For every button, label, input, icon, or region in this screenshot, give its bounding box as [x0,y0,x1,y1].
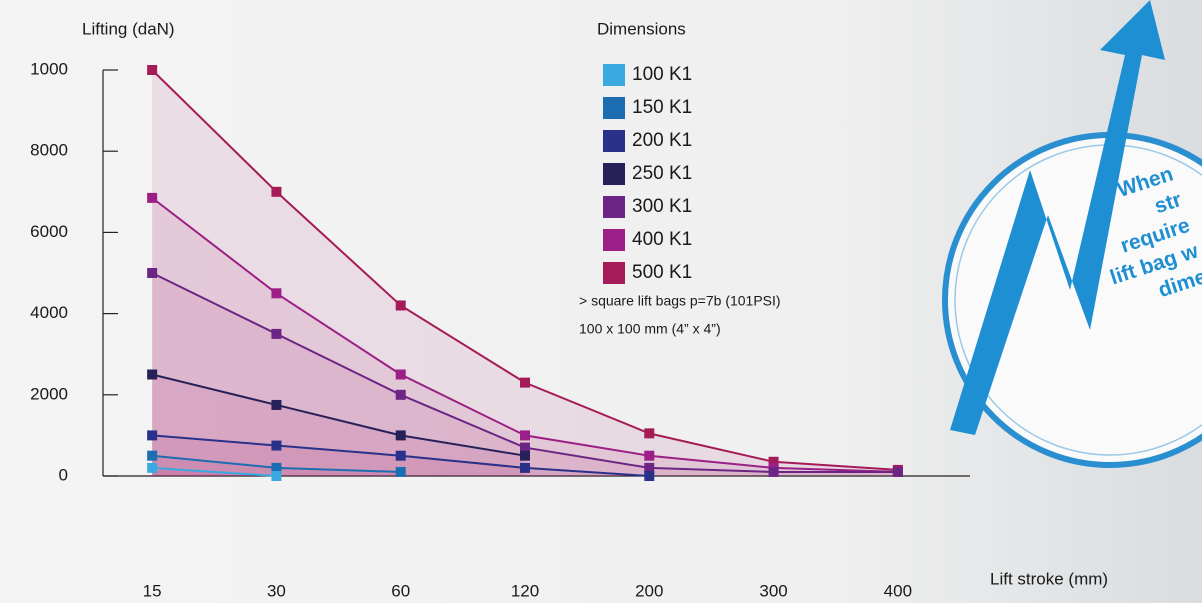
point [271,399,282,410]
point [147,450,158,461]
point [147,192,158,203]
point [147,268,158,278]
point [147,430,158,441]
area [152,70,898,476]
point [271,186,282,197]
y-tick-label: 1000 [30,59,68,78]
x-tick-label: 300 [759,581,787,600]
point [395,389,406,400]
y-tick-label: 2000 [30,384,68,403]
legend-swatch [603,229,625,251]
y-tick-label: 8000 [30,141,68,160]
legend-swatch [603,262,625,284]
legend-label: 100 K1 [632,64,692,85]
point [644,450,655,461]
legend-swatch [603,196,625,218]
x-tick-label: 15 [143,581,162,600]
x-axis-title: Lift stroke (mm) [990,569,1108,588]
note: > square lift bags p=7b (101PSI) [579,293,781,309]
legend-label: 250 K1 [632,163,692,184]
y-tick-label: 4000 [30,303,68,322]
point [395,466,406,477]
area [152,455,401,476]
legend-swatch [603,130,625,152]
legend-swatch [603,97,625,119]
decoration [942,0,1202,468]
point [271,328,282,339]
point [147,369,158,380]
point [271,462,282,473]
point [271,288,282,299]
legend-swatch [603,64,625,86]
point [768,456,779,467]
point [271,471,282,481]
point [520,377,530,388]
legend-label: 150 K1 [632,97,692,118]
area [152,197,898,476]
point [892,466,903,477]
point [147,65,158,75]
point [395,369,406,380]
legend-label: 500 K1 [632,262,692,283]
legend-label: 400 K1 [632,229,692,250]
legend-label: 200 K1 [632,130,692,151]
point [520,462,530,473]
point [147,462,158,473]
point [395,450,406,461]
note: 100 x 100 mm (4” x 4”) [579,321,721,337]
series-line [151,373,526,457]
x-tick-label: 60 [391,581,410,600]
x-tick-label: 400 [884,581,912,600]
point [644,428,655,439]
x-tick-label: 30 [267,581,286,600]
legend-swatch [603,163,625,185]
y-axis-title: Lifting (daN) [82,19,175,38]
point [644,462,655,473]
area [152,273,898,476]
series-line [152,466,277,477]
legend-label: 300 K1 [632,196,692,217]
x-tick-label: 200 [635,581,663,600]
point [520,430,530,441]
y-tick-label: 6000 [30,222,68,241]
point [395,430,406,441]
area [152,374,525,476]
x-tick-label: 120 [511,581,539,600]
y-tick-label: 0 [59,465,68,484]
legend-title: Dimensions [597,19,686,38]
point [520,450,530,461]
point [395,300,406,311]
point [520,442,530,453]
point [644,471,655,481]
point [271,440,282,451]
point [768,466,779,477]
